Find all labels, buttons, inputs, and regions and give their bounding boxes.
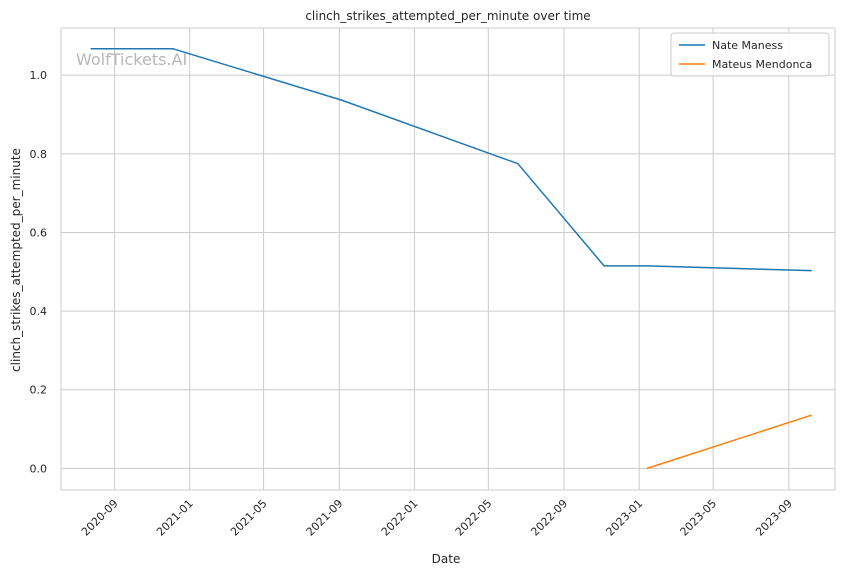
legend-box [670,32,830,77]
x-axis-label: Date [432,552,461,566]
legend-label-nate-maness: Nate Maness [712,39,783,52]
series-line-mateus-mendonca [646,414,812,470]
y-tick-label: 0.4 [30,305,48,318]
data-point-nate-maness [172,48,174,50]
plot-frame [60,27,836,491]
data-point-mateus-mendonca [646,467,648,470]
data-point-nate-maness [517,162,519,165]
data-point-nate-maness [810,269,812,272]
data-point-nate-maness [340,99,342,101]
watermark: WolfTickets.AI [76,50,187,69]
data-point-mateus-mendonca [810,414,812,417]
data-point-nate-maness [90,48,92,50]
legend: Nate Maness Mateus Mendonca [670,32,830,77]
y-tick-label: 0.0 [30,462,48,475]
y-tick-label: 0.8 [30,148,48,161]
data-point-nate-maness [646,265,648,267]
y-tick-label: 0.6 [30,226,48,239]
grid-layer [61,28,835,490]
y-axis-label: clinch_strikes_attempted_per_minute [9,148,23,372]
series-layer [90,48,812,470]
legend-label-mateus-mendonca: Mateus Mendonca [712,58,812,71]
y-tick-label: 0.2 [30,384,48,397]
chart-title: clinch_strikes_attempted_per_minute over… [305,9,590,23]
data-point-nate-maness [603,265,605,267]
y-tick-label: 1.0 [30,69,48,82]
